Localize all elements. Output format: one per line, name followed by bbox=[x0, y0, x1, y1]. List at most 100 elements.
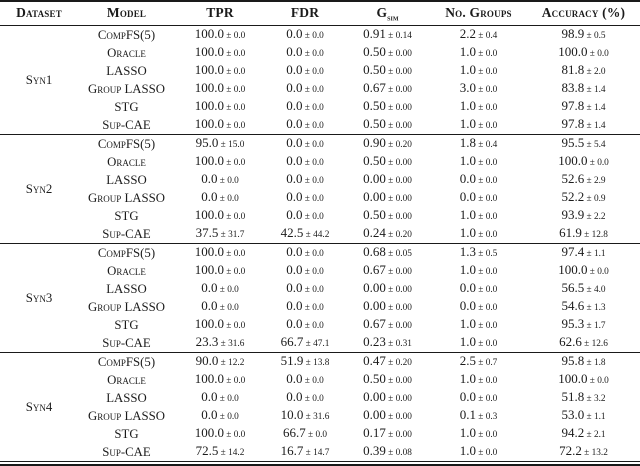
header-row: Dataset Model TPR FDR Gsim No. Groups Ac… bbox=[0, 1, 640, 26]
metric-error: ± 2.2 bbox=[584, 212, 606, 222]
column-header-gsim: Gsim bbox=[345, 1, 430, 26]
metric-error: ± 0.0 bbox=[217, 394, 239, 404]
metric-value: 72.5 bbox=[195, 443, 219, 458]
metric-cell: 0.0 ± 0.0 bbox=[265, 153, 345, 171]
metric-error: ± 0.00 bbox=[385, 158, 412, 168]
metric-value: 0.00 bbox=[363, 407, 386, 422]
metric-cell: 100.0 ± 0.0 bbox=[175, 116, 265, 135]
metric-value: 1.0 bbox=[459, 44, 476, 59]
table-row: Syn2 CompFS(5) 95.0 ± 15.0 0.0 ± 0.0 0.90 ± … bbox=[0, 135, 640, 196]
metric-error: ± 0.5 bbox=[475, 249, 498, 259]
metric-error: ± 0.00 bbox=[385, 412, 412, 422]
metric-value: 1.0 bbox=[459, 153, 476, 168]
metric-cell: 98.9 ± 0.5 bbox=[527, 26, 640, 45]
model-label: STG bbox=[114, 426, 139, 441]
metric-value: 1.0 bbox=[459, 316, 476, 331]
metric-error: ± 14.2 bbox=[218, 448, 245, 458]
metric-error: ± 0.0 bbox=[587, 376, 609, 386]
metric-error: ± 1.4 bbox=[584, 121, 606, 131]
metric-value: 2.5 bbox=[459, 353, 476, 368]
metric-cell: 0.24 ± 0.20 bbox=[345, 225, 430, 244]
metric-error: ± 0.0 bbox=[302, 249, 324, 259]
metric-error: ± 0.00 bbox=[385, 303, 412, 313]
metric-value: 0.0 bbox=[201, 389, 218, 404]
table-row: STG 100.0 ± 0.0 0.0 ± 0.0 0.67 ± 0.00 1.0 ± … bbox=[0, 316, 640, 334]
metric-cell: 100.0 ± 0.0 bbox=[175, 98, 265, 116]
metric-value: 0.0 bbox=[201, 280, 218, 295]
metric-value: 0.0 bbox=[286, 98, 303, 113]
metric-cell: 83.8 ± 1.4 bbox=[527, 80, 640, 98]
metric-error: ± 0.4 bbox=[475, 140, 498, 150]
metric-cell: 0.0 ± 0.0 bbox=[175, 407, 265, 425]
model-label: Group LASSO bbox=[88, 408, 165, 423]
model-label: Sup-CAE bbox=[102, 117, 151, 132]
metric-cell: 0.50 ± 0.00 bbox=[345, 62, 430, 80]
metric-value: 100.0 bbox=[194, 153, 224, 168]
metric-value: 0.0 bbox=[286, 371, 303, 386]
metric-cell: 52.2 ± 0.9 bbox=[527, 189, 640, 207]
metric-cell: 0.0 ± 0.0 bbox=[265, 371, 345, 389]
model-label: Sup-CAE bbox=[102, 335, 151, 350]
table-row: Sup-CAE 37.5 ± 31.7 42.5 ± 44.2 0.24 ± 0.20… bbox=[0, 225, 640, 244]
metric-value: 0.47 bbox=[363, 353, 386, 368]
metric-cell: 0.0 ± 0.0 bbox=[265, 116, 345, 135]
metric-cell: 16.7 ± 14.7 bbox=[265, 443, 345, 462]
metric-cell: 0.90 ± 0.20 bbox=[345, 135, 430, 154]
metric-error: ± 0.00 bbox=[385, 67, 412, 77]
metric-error: ± 0.0 bbox=[475, 267, 498, 277]
metric-value: 0.0 bbox=[286, 135, 303, 150]
model-label: CompFS(5) bbox=[97, 136, 156, 151]
metric-cell: 1.0 ± 0.0 bbox=[430, 98, 527, 116]
metric-cell: 93.9 ± 2.2 bbox=[527, 207, 640, 225]
metric-cell: 0.39 ± 0.08 bbox=[345, 443, 430, 462]
metric-cell: 100.0 ± 0.0 bbox=[175, 244, 265, 263]
metric-value: 0.0 bbox=[286, 116, 303, 131]
model-label: Group LASSO bbox=[88, 81, 165, 96]
dataset-block: Syn2 CompFS(5) 95.0 ± 15.0 0.0 ± 0.0 0.90 ± … bbox=[0, 134, 640, 244]
metric-cell: 100.0 ± 0.0 bbox=[175, 153, 265, 171]
metric-error: ± 0.00 bbox=[385, 376, 412, 386]
metric-value: 0.0 bbox=[286, 298, 303, 313]
metric-value: 0.67 bbox=[363, 316, 386, 331]
metric-cell: 0.00 ± 0.00 bbox=[345, 280, 430, 298]
metric-value: 0.0 bbox=[286, 62, 303, 77]
metric-value: 66.7 bbox=[282, 425, 306, 440]
metric-cell: 0.68 ± 0.05 bbox=[345, 244, 430, 263]
model-label: LASSO bbox=[106, 390, 147, 405]
metric-value: 1.0 bbox=[459, 371, 476, 386]
metric-value: 0.0 bbox=[459, 171, 476, 186]
metric-error: ± 47.1 bbox=[303, 339, 330, 349]
metric-cell: 2.2 ± 0.4 bbox=[430, 26, 527, 45]
metric-cell: 51.8 ± 3.2 bbox=[527, 389, 640, 407]
metric-cell: 0.0 ± 0.0 bbox=[430, 389, 527, 407]
metric-error: ± 0.00 bbox=[385, 121, 412, 131]
model-label: CompFS(5) bbox=[97, 354, 156, 369]
dataset-label: Syn4 bbox=[25, 399, 53, 414]
metric-cell: 1.0 ± 0.0 bbox=[430, 207, 527, 225]
metric-value: 1.0 bbox=[459, 116, 476, 131]
metric-error: ± 2.0 bbox=[584, 67, 606, 77]
model-label: STG bbox=[114, 208, 139, 223]
model-label: Sup-CAE bbox=[102, 444, 151, 459]
metric-cell: 0.00 ± 0.00 bbox=[345, 298, 430, 316]
metric-value: 16.7 bbox=[280, 443, 304, 458]
metric-error: ± 0.0 bbox=[223, 67, 246, 77]
metric-value: 10.0 bbox=[280, 407, 304, 422]
metric-value: 97.4 bbox=[561, 244, 585, 259]
table-row: Oracle 100.0 ± 0.0 0.0 ± 0.0 0.67 ± 0.00 1.0… bbox=[0, 262, 640, 280]
metric-cell: 0.17 ± 0.00 bbox=[345, 425, 430, 443]
metric-cell: 56.5 ± 4.0 bbox=[527, 280, 640, 298]
metric-error: ± 0.00 bbox=[385, 321, 412, 331]
metric-error: ± 0.0 bbox=[302, 158, 324, 168]
metric-error: ± 1.4 bbox=[584, 85, 606, 95]
metric-cell: 0.67 ± 0.00 bbox=[345, 262, 430, 280]
metric-error: ± 0.0 bbox=[475, 121, 498, 131]
metric-error: ± 0.3 bbox=[475, 412, 498, 422]
metric-value: 0.0 bbox=[201, 171, 218, 186]
metric-cell: 1.8 ± 0.4 bbox=[430, 135, 527, 154]
metric-cell: 0.0 ± 0.0 bbox=[175, 280, 265, 298]
metric-error: ± 0.0 bbox=[217, 303, 239, 313]
dataset-label: Syn1 bbox=[25, 72, 53, 87]
metric-cell: 1.0 ± 0.0 bbox=[430, 153, 527, 171]
metric-error: ± 0.08 bbox=[385, 448, 412, 458]
